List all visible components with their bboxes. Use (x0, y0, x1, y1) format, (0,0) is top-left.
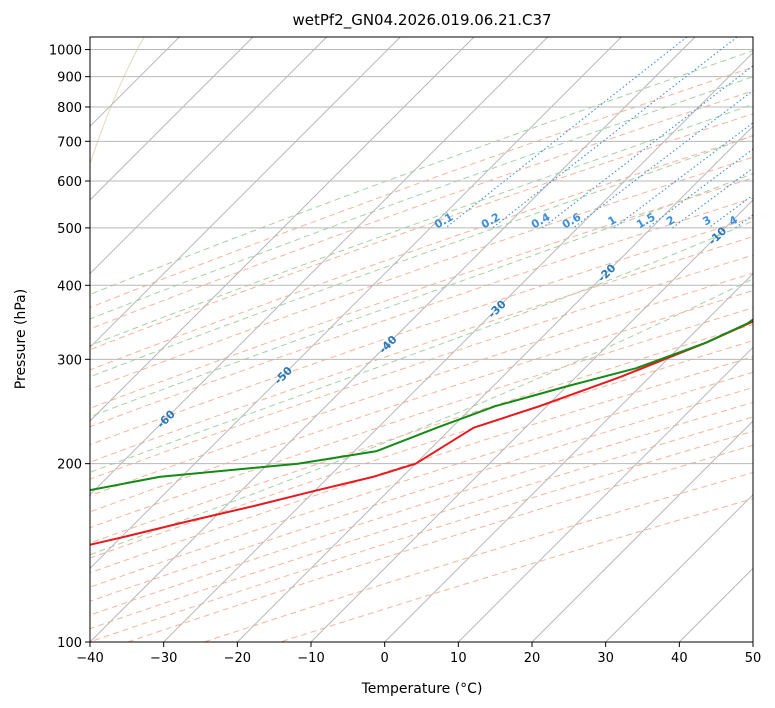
isotherm (605, 493, 753, 642)
isotherm (90, 37, 622, 570)
mixing-ratio-line (492, 37, 738, 229)
x-tick-label: −10 (297, 651, 324, 666)
mixing-ratio-line (542, 65, 753, 229)
x-tick-label: 40 (671, 651, 688, 666)
x-tick-label: −40 (76, 651, 103, 666)
dry-adiabat (90, 254, 753, 480)
moist-adiabat (90, 50, 753, 295)
isotherm (384, 272, 753, 642)
temperature-profile (90, 320, 753, 546)
axes: −40 −30 −20 −10 0 10 20 30 40 50 100 200 300 400 500 60… (49, 44, 761, 666)
x-tick-label: −30 (150, 651, 177, 666)
y-tick-label: 400 (57, 279, 82, 294)
profiles (90, 318, 753, 546)
isotherm (531, 420, 753, 642)
x-tick-label: 10 (450, 651, 467, 666)
chart-title: wetPf2_GN04.2026.019.06.21.C37 (292, 11, 551, 30)
dry-adiabat (90, 356, 753, 574)
y-tick-label: 600 (57, 175, 82, 190)
moist-adiabat (90, 173, 753, 418)
plot-frame (89, 36, 754, 643)
x-tick-label: 30 (597, 651, 614, 666)
dry-adiabat (90, 386, 753, 602)
y-tick-label: 500 (57, 222, 82, 237)
dry-adiabat (90, 177, 753, 409)
dewpoint-profile (90, 318, 753, 492)
y-tick-label: 300 (57, 353, 82, 368)
dry-adiabat (90, 340, 753, 559)
mixing-ratio-line (572, 90, 753, 229)
plot-area: 0.10.20.40.611.52346810131620253036 -100… (90, 37, 753, 642)
isotherm (90, 37, 254, 201)
dry-adiabat (90, 290, 753, 513)
isotherm (90, 37, 328, 275)
mixing-ratio-line (672, 167, 753, 229)
y-tick-label: 700 (57, 135, 82, 150)
isotherm (90, 37, 401, 349)
isobar-grid (90, 49, 753, 642)
x-tick-label: −20 (224, 651, 251, 666)
x-tick-label: 20 (524, 651, 541, 666)
isotherm (236, 125, 753, 642)
moist-adiabat (90, 76, 753, 320)
isotherms (90, 37, 753, 642)
isotherm (457, 346, 753, 642)
isotherm (90, 37, 549, 496)
y-tick-label: 1000 (49, 44, 82, 59)
isotherm (90, 37, 696, 642)
x-tick-label: 50 (745, 651, 762, 666)
isotherm (90, 37, 475, 422)
dry-adiabat (90, 217, 753, 446)
moist-adiabat (90, 220, 753, 473)
y-axis-title: Pressure (hPa) (13, 289, 29, 389)
isotherm (310, 199, 753, 642)
dry-adiabat (90, 307, 753, 529)
dry-adiabats (90, 66, 753, 642)
moist-adiabat (90, 278, 753, 556)
dry-adiabat (90, 156, 753, 390)
y-tick-label: 200 (57, 458, 82, 473)
x-axis-title: Temperature (°C) (361, 681, 483, 697)
y-tick-label: 100 (57, 636, 82, 651)
isotherm (163, 51, 753, 642)
dry-adiabat (90, 197, 753, 428)
y-tick-label: 900 (57, 71, 82, 86)
x-tick-label: 0 (381, 651, 389, 666)
dry-adiabat (90, 66, 753, 309)
moist-adiabats (90, 50, 753, 556)
y-tick-label: 800 (57, 101, 82, 116)
